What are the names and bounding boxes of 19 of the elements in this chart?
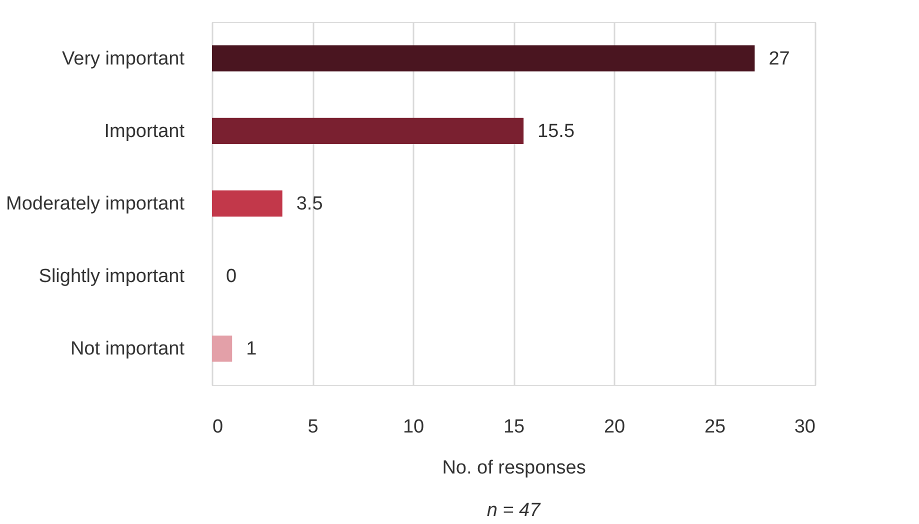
- x-tick-label: 0: [212, 416, 224, 438]
- x-tick-label: 30: [794, 416, 816, 438]
- x-tick-label: 5: [308, 416, 318, 438]
- x-tick-label: 20: [604, 416, 626, 438]
- y-tick-label: Slightly important: [38, 266, 186, 288]
- data-label: 0: [226, 266, 237, 288]
- text: n = 47: [486, 500, 542, 521]
- y-tick-label: Moderately important: [6, 194, 186, 214]
- x-tick-label: 25: [704, 416, 726, 438]
- data-label: 1: [246, 338, 257, 360]
- x-tick-label: 15: [503, 416, 525, 438]
- y-tick-label: Important: [104, 120, 186, 142]
- x-tick-label: 10: [402, 416, 424, 438]
- data-label: 3.5: [296, 194, 323, 214]
- data-label: 27: [768, 48, 790, 70]
- y-tick-label: Very important: [62, 48, 186, 70]
- x-axis-title: No. of responses: [442, 458, 586, 478]
- data-label: 15.5: [538, 120, 575, 142]
- y-tick-label: Not important: [70, 338, 186, 360]
